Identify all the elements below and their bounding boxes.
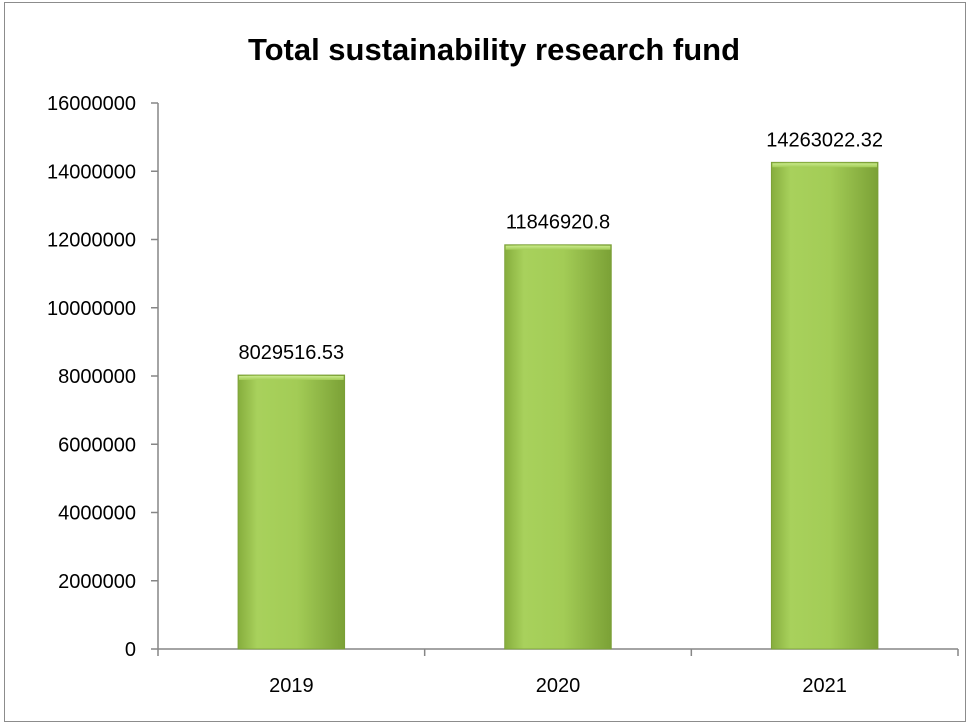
y-tick-label: 14000000 (47, 161, 136, 183)
bar-top-bevel (239, 375, 344, 380)
bar (504, 244, 612, 650)
bars-group (237, 161, 879, 650)
x-tick-label: 2019 (269, 675, 314, 697)
chart-title: Total sustainability research fund (248, 32, 740, 67)
y-tick-label: 12000000 (47, 230, 136, 252)
x-tick-label: 2021 (802, 675, 847, 697)
bar-2020 (504, 244, 612, 650)
x-tick-label: 2020 (536, 675, 581, 697)
y-tick-label: 0 (125, 639, 136, 661)
data-label: 11846920.8 (506, 212, 610, 234)
data-label: 14263022.32 (766, 129, 883, 151)
bar-top-bevel (772, 163, 877, 168)
y-tick-label: 16000000 (47, 93, 136, 115)
bar-2021 (770, 161, 879, 650)
data-label: 8029516.53 (238, 342, 344, 364)
bar-2019 (237, 374, 346, 650)
x-axis: 2019 2020 2021 (157, 648, 959, 697)
y-tick-label: 6000000 (58, 434, 136, 456)
y-tick-label: 8000000 (58, 366, 136, 388)
bar (770, 161, 879, 650)
bar-top-bevel (505, 245, 611, 250)
y-axis: 0 2000000 4000000 6000000 8000000 10000000 120… (47, 93, 159, 661)
bar (237, 374, 346, 650)
data-labels-group: 8029516.53 11846920.8 14263022.32 (238, 129, 883, 364)
y-tick-label: 4000000 (58, 503, 136, 525)
y-tick-label: 2000000 (58, 571, 136, 593)
y-tick-label: 10000000 (47, 298, 136, 320)
